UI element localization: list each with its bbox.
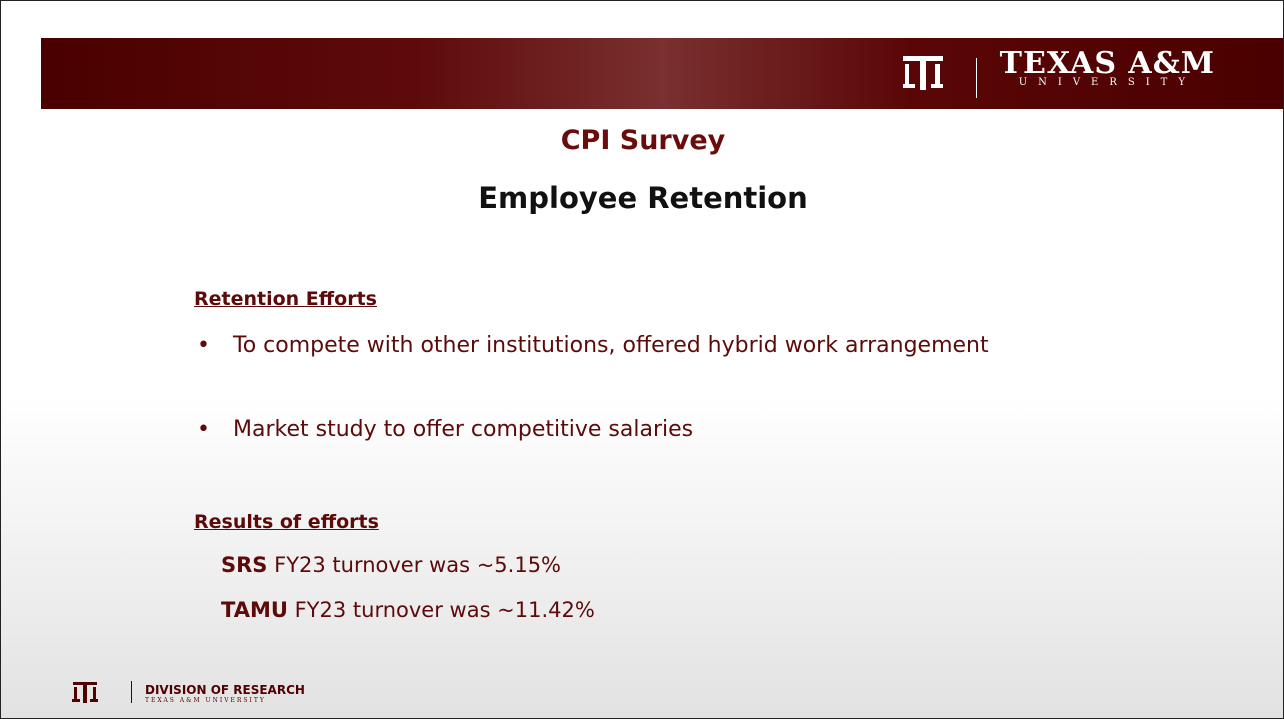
result-label: SRS bbox=[221, 553, 267, 577]
footer-university: TEXAS A&M UNIVERSITY bbox=[145, 697, 266, 704]
result-text: FY23 turnover was ~11.42% bbox=[295, 598, 595, 622]
logo-mark bbox=[901, 54, 945, 94]
section-heading: Results of efforts bbox=[194, 511, 379, 533]
result-line: TAMU FY23 turnover was ~11.42% bbox=[221, 598, 595, 622]
slide-title: CPI Survey bbox=[1, 125, 1284, 156]
brand: TEXAS A&M UNIVERSITY bbox=[1000, 46, 1215, 88]
logo-divider bbox=[976, 58, 977, 98]
result-text: FY23 turnover was ~5.15% bbox=[274, 553, 561, 577]
footer-division: DIVISION OF RESEARCH bbox=[145, 683, 305, 697]
result-label: TAMU bbox=[221, 598, 288, 622]
bullet: To compete with other institutions, offe… bbox=[233, 331, 1013, 360]
brand-name: TEXAS A&M bbox=[1000, 46, 1215, 81]
slide-subtitle: Employee Retention bbox=[1, 181, 1284, 215]
slide: TEXAS A&M UNIVERSITY CPI Survey Employee… bbox=[0, 0, 1284, 719]
footer-divider bbox=[131, 681, 132, 703]
bullet: Market study to offer competitive salari… bbox=[233, 415, 1013, 444]
footer-logo bbox=[71, 681, 111, 705]
section-heading: Retention Efforts bbox=[194, 288, 377, 310]
header-banner: TEXAS A&M UNIVERSITY bbox=[41, 38, 1284, 109]
footer: DIVISION OF RESEARCH TEXAS A&M UNIVERSIT… bbox=[71, 681, 111, 709]
result-line: SRS FY23 turnover was ~5.15% bbox=[221, 553, 561, 577]
brand-sub: UNIVERSITY bbox=[1000, 77, 1215, 88]
